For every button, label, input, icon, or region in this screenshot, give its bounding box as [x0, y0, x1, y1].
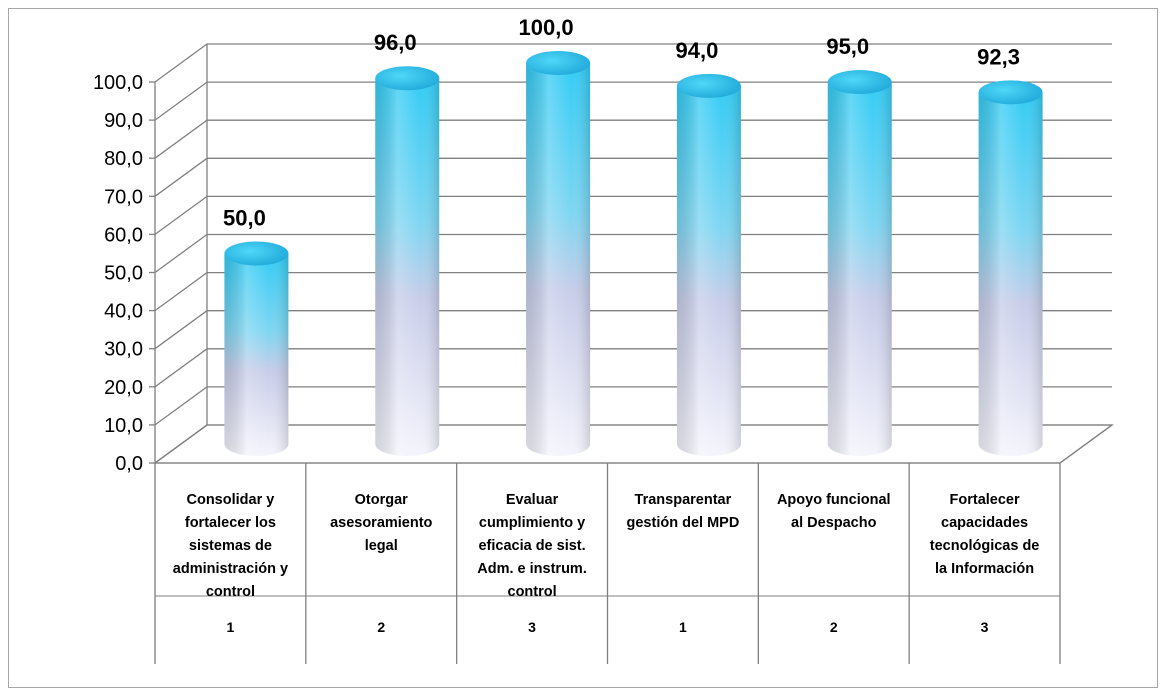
bar: [526, 51, 591, 456]
category-label: Apoyo funcional: [777, 492, 891, 508]
category-label: fortalecer los: [185, 515, 276, 531]
gridline: [154, 310, 1112, 350]
category-label: eficacia de sist.: [478, 538, 585, 554]
data-labels: 50,0 96,0 100,0 94,0 95,0 92,3: [223, 15, 1020, 231]
data-label: 100,0: [519, 15, 574, 40]
gridline: [154, 424, 1112, 464]
category-label: al Despacho: [791, 515, 877, 531]
floor: [153, 424, 1114, 464]
category-label: Transparentar: [635, 492, 732, 508]
data-label: 92,3: [977, 44, 1020, 69]
y-tick-label: 80,0: [104, 148, 143, 170]
group-label: 3: [981, 619, 989, 635]
category-label: control: [206, 584, 255, 600]
bar-cap: [224, 241, 289, 266]
group-label: 3: [528, 619, 536, 635]
y-tick-label: 30,0: [104, 339, 143, 361]
bar-cap: [827, 70, 892, 95]
category-label: Otorgar: [355, 492, 409, 508]
y-tick-label: 90,0: [104, 110, 143, 132]
y-tick-label: 20,0: [104, 377, 143, 399]
category-label: tecnológicas de: [930, 538, 1040, 554]
category-label: cumplimiento y: [479, 515, 585, 531]
category-label: Evaluar: [506, 492, 559, 508]
category-label: la Información: [935, 561, 1034, 577]
gridline: [154, 233, 1112, 274]
y-tick-label: 10,0: [104, 415, 143, 437]
bar-cap: [676, 73, 741, 98]
bar-cap: [526, 51, 591, 75]
group-label: 2: [830, 619, 838, 635]
y-axis: 0,0 10,0 20,0 30,0 40,0 50,0 60,0 70,0 80,0 90,0 1…: [93, 72, 156, 475]
gridline: [154, 43, 1112, 83]
gridline: [154, 119, 1112, 159]
y-tick-label: 100,0: [93, 72, 143, 94]
bar-cap: [978, 80, 1043, 105]
group-label: 1: [679, 619, 687, 635]
category-label: asesoramiento: [330, 515, 432, 531]
bar: [827, 70, 892, 457]
bar: [676, 73, 741, 457]
category-label: Fortalecer: [950, 492, 1020, 508]
data-label: 95,0: [826, 34, 869, 59]
bars: [224, 51, 1043, 457]
gridline: [154, 157, 1112, 197]
data-label: 96,0: [374, 30, 417, 55]
category-label: Adm. e instrum.: [477, 561, 587, 577]
gridline: [154, 195, 1112, 235]
gridline: [154, 81, 1112, 121]
gridline: [154, 271, 1112, 312]
y-tick-label: 60,0: [104, 224, 143, 246]
bar: [978, 80, 1043, 457]
data-label: 94,0: [676, 38, 719, 63]
y-tick-label: 40,0: [104, 301, 143, 323]
category-label: administración y: [173, 561, 288, 577]
gridline: [154, 386, 1112, 426]
group-label: 1: [227, 619, 235, 635]
group-label: 2: [377, 619, 385, 635]
category-label: capacidades: [941, 515, 1028, 531]
y-tick-label: 0,0: [115, 453, 143, 475]
category-label: Consolidar y: [187, 492, 275, 508]
bar: [375, 66, 440, 457]
bar: [224, 241, 289, 456]
category-label: control: [508, 584, 557, 600]
category-label: gestión del MPD: [627, 515, 740, 531]
category-table: Consolidar y fortalecer los sistemas de adm…: [154, 424, 1113, 664]
gridlines: [153, 43, 1114, 464]
gridline: [154, 348, 1112, 388]
bar-cap: [375, 66, 440, 91]
category-label: legal: [365, 538, 398, 554]
category-label: sistemas de: [189, 538, 272, 554]
data-label: 50,0: [223, 206, 266, 231]
y-tick-label: 70,0: [104, 186, 143, 208]
y-tick-label: 50,0: [104, 263, 143, 285]
